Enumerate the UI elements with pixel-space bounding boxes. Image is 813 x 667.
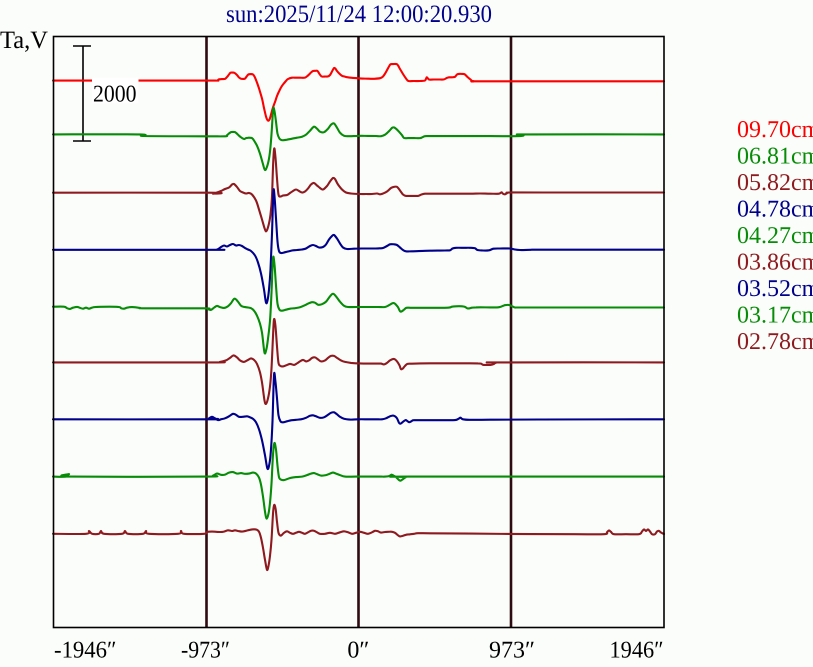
svg-text:02.78cm: 02.78cm <box>737 329 813 355</box>
svg-text:03.86cm: 03.86cm <box>737 250 813 276</box>
svg-text:973″: 973″ <box>489 638 535 663</box>
svg-text:Ta,V: Ta,V <box>0 27 48 54</box>
svg-text:-1946″: -1946″ <box>54 638 117 663</box>
svg-text:03.17cm: 03.17cm <box>737 303 813 329</box>
svg-text:09.70cm: 09.70cm <box>737 117 813 143</box>
svg-text:04.27cm: 04.27cm <box>737 223 813 249</box>
svg-text:-973″: -973″ <box>181 638 230 663</box>
svg-text:sun:2025/11/24 12:00:20.930: sun:2025/11/24 12:00:20.930 <box>226 1 492 28</box>
svg-text:2000: 2000 <box>93 82 137 108</box>
svg-text:06.81cm: 06.81cm <box>737 144 813 170</box>
svg-text:05.82cm: 05.82cm <box>737 170 813 196</box>
svg-text:04.78cm: 04.78cm <box>737 197 813 223</box>
svg-text:03.52cm: 03.52cm <box>737 276 813 302</box>
svg-text:0″: 0″ <box>347 638 369 663</box>
svg-text:1946″: 1946″ <box>610 638 664 663</box>
